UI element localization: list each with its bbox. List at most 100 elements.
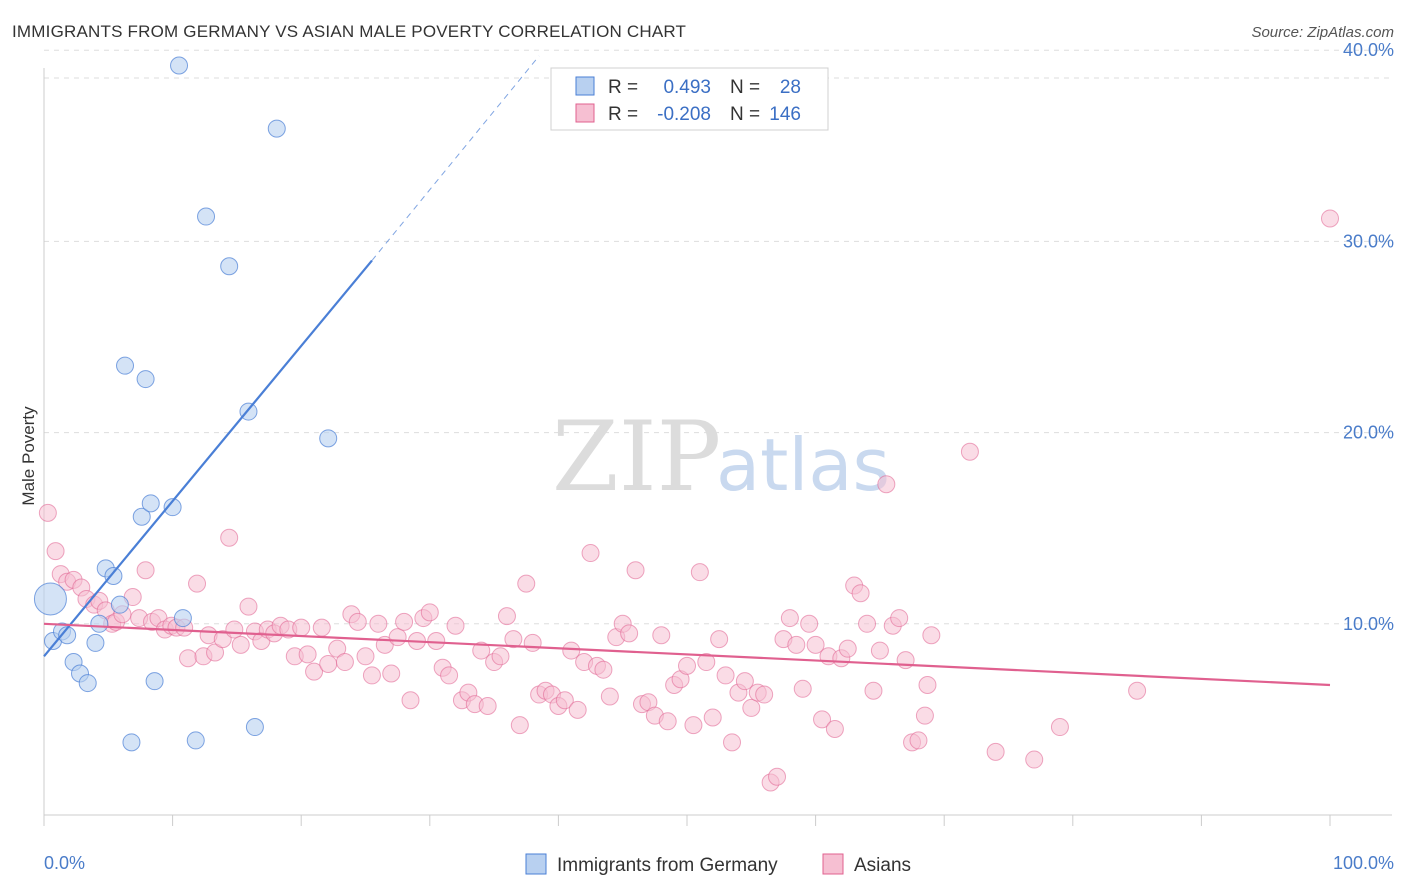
data-point-asians (735, 672, 754, 691)
data-point-asians (523, 633, 542, 652)
data-point-asians (179, 649, 198, 668)
data-point-asians (678, 656, 696, 675)
data-point-asians (504, 630, 523, 649)
data-point-germany (90, 614, 109, 633)
data-point-asians (206, 643, 225, 662)
watermark-zip: ZIP (552, 401, 721, 513)
data-point-asians (510, 716, 529, 735)
data-point-asians (382, 664, 401, 683)
legend-box (550, 67, 829, 131)
data-point-asians (838, 639, 857, 658)
data-point-asians (851, 584, 870, 603)
data-point-asians (703, 708, 722, 727)
data-point-asians (213, 630, 232, 649)
data-point-asians (517, 574, 536, 593)
data-point-asians (220, 528, 239, 547)
legend-n-value-asians: 146 (769, 104, 801, 125)
y-tick-label: 40.0% (1343, 40, 1394, 60)
bottom-legend-label-asians: Asians (854, 855, 911, 876)
data-point-asians (922, 626, 941, 645)
data-point-asians (1321, 209, 1339, 228)
data-point-asians (877, 475, 896, 494)
bottom-legend-swatch-germany (525, 853, 547, 875)
data-point-asians (870, 641, 889, 660)
data-point-asians (755, 685, 774, 704)
x-tick-label-min: 0.0% (44, 853, 85, 873)
data-point-asians (684, 716, 703, 735)
data-point-asians (395, 612, 414, 631)
data-point-asians (825, 719, 844, 738)
data-point-germany (220, 257, 239, 276)
data-point-asians (858, 614, 877, 633)
data-point-asians (594, 660, 613, 679)
data-point-germany (319, 429, 338, 448)
data-point-asians (298, 645, 317, 664)
data-point-asians (335, 653, 354, 672)
data-point-asians (716, 666, 735, 685)
data-point-germany (141, 494, 160, 513)
data-point-asians (581, 544, 600, 563)
trend-line-asians (43, 622, 1331, 687)
data-point-asians (1128, 681, 1147, 700)
data-point-asians (806, 635, 825, 654)
grid-lines (44, 49, 1392, 625)
y-tick-labels: 10.0% 20.0% 30.0% 40.0% (1343, 40, 1394, 634)
data-point-asians (710, 630, 729, 649)
legend-swatch-asians (575, 103, 595, 123)
data-point-asians (231, 635, 250, 654)
x-tick-marks (43, 815, 1331, 826)
chart-source: Source: ZipAtlas.com (1251, 24, 1394, 41)
legend-r-value-germany: 0.493 (663, 77, 711, 98)
bottom-legend-label-germany: Immigrants from Germany (557, 855, 778, 876)
watermark-atlas: atlas (716, 423, 890, 507)
data-point-asians (909, 731, 928, 750)
data-point-asians (440, 666, 459, 685)
data-point-asians (292, 618, 311, 637)
data-point-asians (319, 654, 338, 673)
data-point-asians (348, 612, 367, 631)
x-tick-label-max: 100.0% (1333, 853, 1394, 873)
data-point-asians (420, 603, 439, 622)
data-point-asians (793, 679, 812, 698)
data-point-asians (1050, 718, 1069, 737)
data-point-asians (890, 609, 909, 628)
data-point-germany (170, 56, 189, 75)
y-axis-label: Male Poverty (19, 406, 38, 506)
data-point-asians (555, 691, 574, 710)
data-point-asians (697, 653, 716, 672)
data-point-asians (620, 624, 639, 643)
data-point-asians (446, 616, 465, 635)
data-point-germany (104, 567, 123, 585)
data-point-asians (800, 614, 819, 633)
data-point-asians (768, 767, 787, 786)
trend-line-germany (43, 259, 373, 658)
data-point-asians (46, 542, 65, 561)
data-point-asians (568, 700, 587, 719)
data-point-asians (780, 609, 799, 628)
data-point-asians (1025, 750, 1044, 769)
data-point-germany (78, 674, 97, 693)
series-germany-points (33, 56, 338, 752)
bottom-legend: Immigrants from Germany Asians (525, 853, 911, 876)
data-point-germany (197, 207, 216, 226)
data-point-asians (491, 647, 510, 666)
trend-lines (43, 55, 1331, 687)
legend-n-label-asians: N = (730, 104, 760, 125)
data-point-asians (600, 687, 619, 706)
data-point-germany (186, 731, 205, 750)
data-point-germany (267, 119, 286, 138)
data-point-asians (562, 641, 581, 660)
data-point-germany (163, 498, 182, 517)
data-point-asians (652, 626, 671, 645)
data-point-germany (132, 507, 151, 526)
data-point-asians (312, 618, 331, 637)
data-point-asians (742, 698, 761, 717)
chart-title: IMMIGRANTS FROM GERMANY VS ASIAN MALE PO… (12, 22, 687, 41)
legend-n-label-germany: N = (730, 77, 760, 98)
data-point-asians (388, 628, 407, 647)
legend-swatch-germany (575, 76, 595, 96)
data-point-asians (723, 733, 742, 752)
data-point-asians (626, 561, 645, 580)
data-point-germany (33, 582, 67, 616)
data-point-germany (122, 733, 141, 752)
